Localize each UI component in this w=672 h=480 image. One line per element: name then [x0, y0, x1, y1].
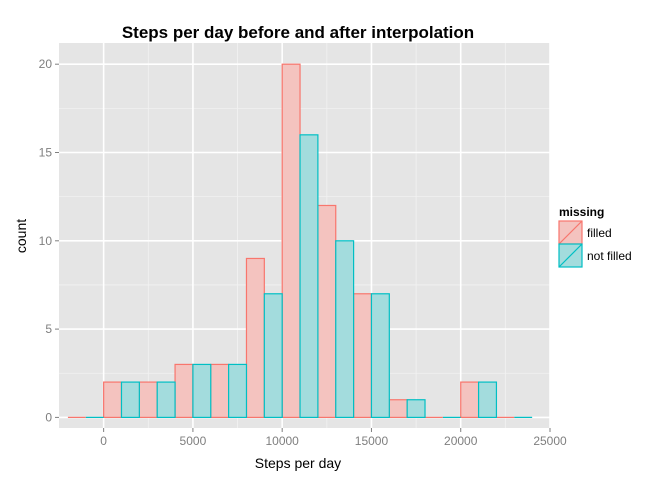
- legend-title: missing: [559, 205, 604, 219]
- histogram-bar: [299, 134, 319, 419]
- histogram-bar: [263, 293, 283, 419]
- histogram-bar: [281, 63, 301, 419]
- histogram-bar: [460, 381, 480, 419]
- y-tick-label: 10: [39, 234, 53, 248]
- histogram-bar: [138, 381, 158, 419]
- histogram-bar: [120, 381, 140, 419]
- x-tick-label: 5000: [180, 434, 207, 448]
- legend-key-slash: [558, 220, 583, 245]
- histogram-bar: [335, 240, 355, 419]
- histogram-bar: [210, 363, 230, 419]
- histogram-bar: [156, 381, 176, 419]
- y-axis-label: count: [13, 219, 29, 253]
- y-tick-label: 15: [39, 145, 53, 159]
- histogram-bar: [388, 399, 408, 419]
- x-tick-label: 0: [100, 434, 107, 448]
- histogram-bar: [245, 257, 265, 419]
- y-tick-label: 5: [45, 322, 52, 336]
- histogram-bar: [317, 204, 337, 419]
- x-tick-label: 15000: [355, 434, 389, 448]
- histogram-bar: [477, 381, 498, 419]
- x-tick-label: 20000: [444, 434, 478, 448]
- histogram-bar: [353, 293, 373, 419]
- y-tick-label: 20: [39, 57, 53, 71]
- x-tick-label: 25000: [533, 434, 567, 448]
- legend: missing filled not filled: [558, 205, 632, 268]
- bar-layer: [67, 63, 533, 419]
- chart-title: Steps per day before and after interpola…: [122, 23, 474, 42]
- axis-ticks: 0 5000 10000 15000 20000 25000 0 5 10 15 20: [39, 57, 567, 448]
- legend-label: not filled: [587, 249, 632, 263]
- histogram-bar: [192, 363, 212, 419]
- histogram-bar: [174, 363, 194, 419]
- histogram-bar: [370, 293, 390, 419]
- histogram-bar: [406, 399, 426, 419]
- legend-key-slash: [558, 243, 583, 268]
- x-tick-label: 10000: [265, 434, 299, 448]
- y-tick-label: 0: [45, 410, 52, 424]
- x-axis-label: Steps per day: [255, 455, 341, 471]
- histogram-bar: [228, 363, 248, 419]
- legend-label: filled: [587, 226, 612, 240]
- histogram-bar: [103, 381, 123, 419]
